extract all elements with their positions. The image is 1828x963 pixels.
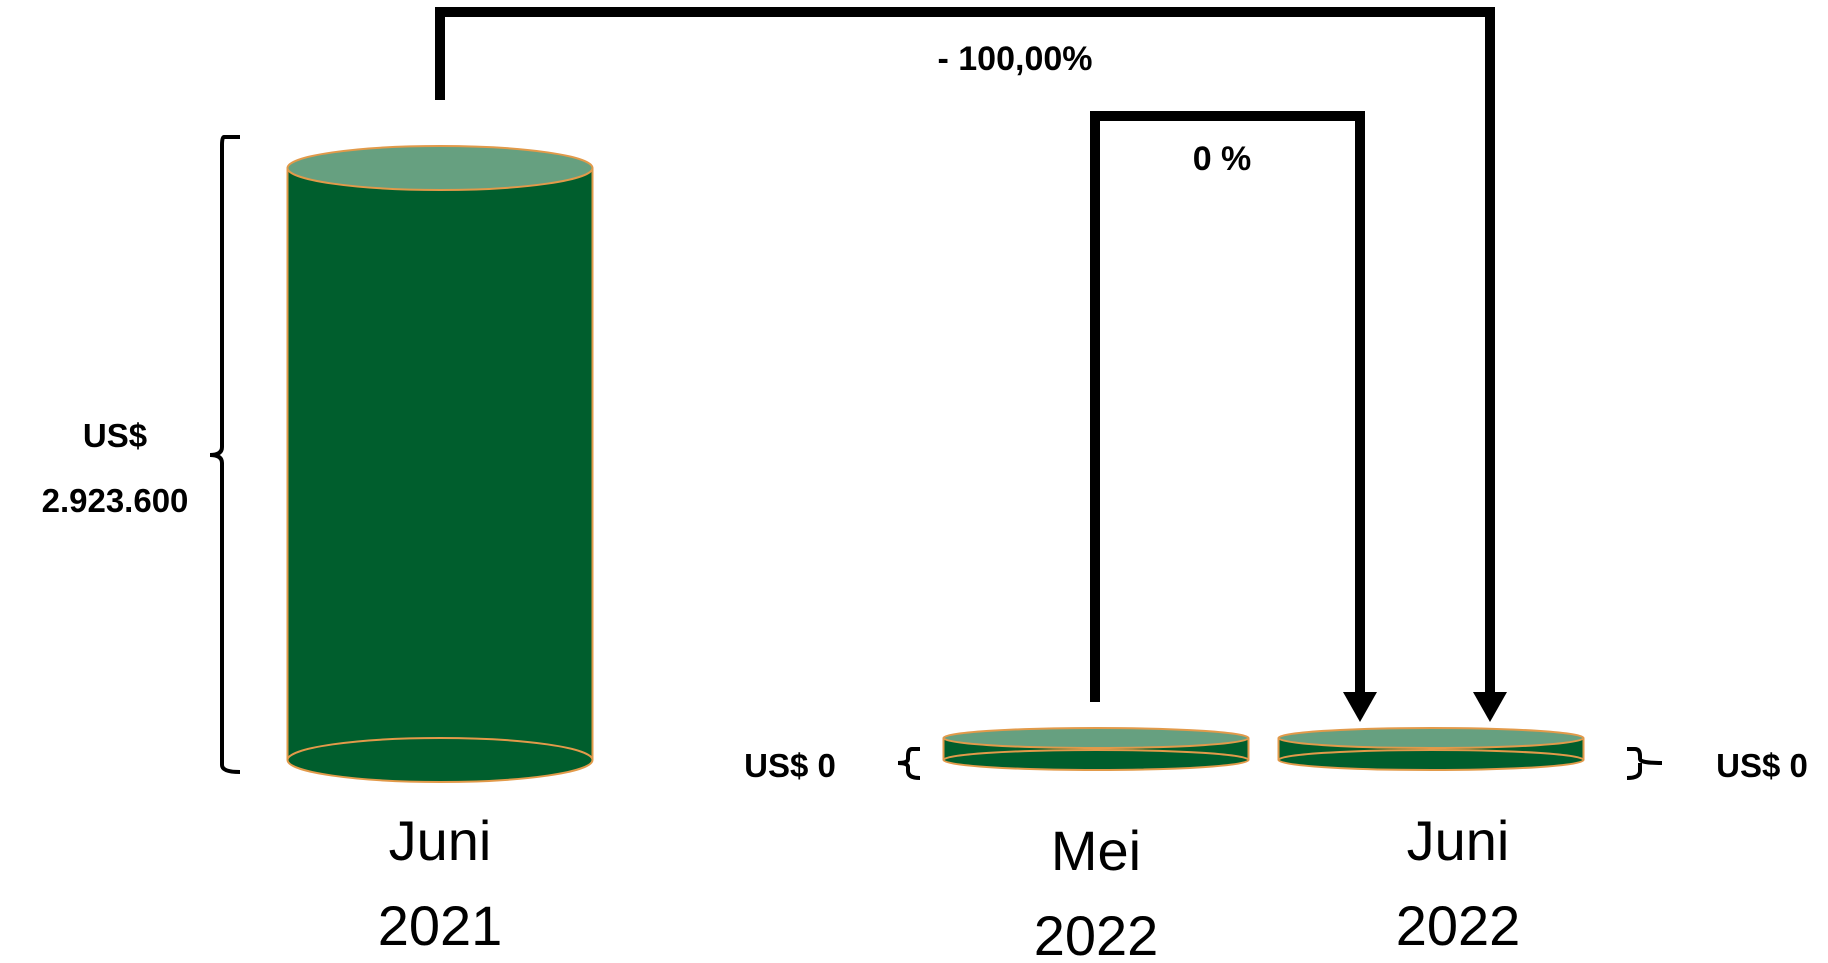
cylinder-base <box>942 749 1250 771</box>
category-label-juni-2021-year: 2021 <box>378 894 503 957</box>
brace-juni-2022 <box>1626 747 1663 780</box>
cylinder-base <box>286 737 594 783</box>
arrowhead-zero <box>1343 692 1377 722</box>
cylinder-side-outline <box>286 168 594 760</box>
change-label-minus-100: - 100,00% <box>938 40 1093 78</box>
brace-juni-2021 <box>209 135 241 774</box>
cylinder-base <box>1277 749 1585 771</box>
category-label-juni-2021-month: Juni <box>389 809 492 872</box>
cylinder-juni-2021 <box>286 145 594 783</box>
cylinder-top <box>286 145 594 191</box>
category-label-mei-2022-year: 2022 <box>1034 904 1159 963</box>
cylinder-mei-2022 <box>942 727 1250 771</box>
connector-minus-100 <box>435 7 1495 692</box>
category-label-mei-2022-month: Mei <box>1051 819 1141 882</box>
brace-mei-2022 <box>897 747 921 780</box>
value-label-juni-2021-currency: US$ <box>83 417 147 454</box>
value-label-mei-2022: US$ 0 <box>744 747 836 784</box>
change-label-zero: 0 % <box>1193 140 1252 178</box>
value-label-juni-2022: US$ 0 <box>1716 747 1808 784</box>
category-label-juni-2022-month: Juni <box>1407 809 1510 872</box>
cylinder-side-outline <box>1277 738 1585 760</box>
cylinder-juni-2022 <box>1277 727 1585 771</box>
value-label-juni-2021-amount: 2.923.600 <box>42 482 189 519</box>
cylinder-top <box>942 727 1250 749</box>
connector-zero <box>1090 111 1365 702</box>
cylinder-body <box>287 168 593 760</box>
cylinder-side-outline <box>942 738 1250 760</box>
cylinder-top <box>1277 727 1585 749</box>
category-label-juni-2022-year: 2022 <box>1396 894 1521 957</box>
arrowhead-minus-100 <box>1473 692 1507 722</box>
